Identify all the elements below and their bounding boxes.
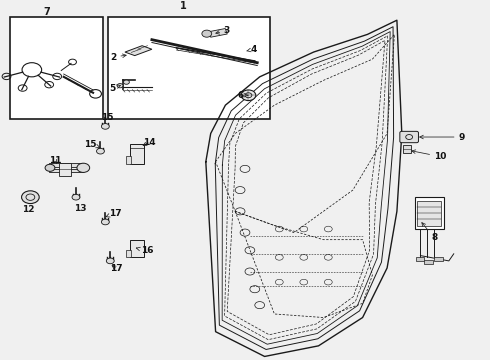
Bar [59,162,71,176]
Bar [49,163,83,167]
Text: 5: 5 [110,84,121,93]
Bar [126,156,131,163]
Bar [108,17,270,119]
Bar [130,144,144,163]
Bar [403,145,411,153]
Text: 16: 16 [136,247,153,256]
FancyBboxPatch shape [400,131,418,143]
Bar [130,240,144,257]
Text: 14: 14 [143,138,156,147]
Bar [424,260,433,264]
Circle shape [202,30,212,37]
Text: 10: 10 [412,150,446,161]
Bar [417,201,441,225]
Text: 17: 17 [106,208,122,217]
Text: 4: 4 [246,45,257,54]
Circle shape [101,123,109,129]
Circle shape [72,194,80,200]
Bar [416,257,424,261]
Text: 3: 3 [216,26,230,35]
Circle shape [77,163,90,172]
Circle shape [117,84,123,88]
Circle shape [101,219,109,225]
Text: 2: 2 [111,53,126,62]
Text: 12: 12 [22,206,35,215]
Circle shape [241,90,256,100]
Bar [49,169,83,172]
Polygon shape [125,46,152,55]
Circle shape [106,258,114,264]
Text: 17: 17 [110,264,123,273]
Bar [415,197,444,229]
Text: 15: 15 [100,113,113,122]
Text: 13: 13 [74,204,86,213]
Bar [10,17,103,119]
Circle shape [123,80,129,84]
Text: 11: 11 [49,156,61,165]
Circle shape [97,148,104,154]
Circle shape [45,164,55,171]
Circle shape [22,191,39,203]
Text: 6: 6 [237,91,248,100]
Text: 1: 1 [180,0,187,10]
Bar [209,28,227,37]
Text: 15: 15 [84,140,100,149]
Bar [126,250,131,257]
Bar [434,257,443,261]
Text: 8: 8 [422,222,438,242]
Text: 7: 7 [43,7,50,17]
Text: 9: 9 [420,132,465,141]
